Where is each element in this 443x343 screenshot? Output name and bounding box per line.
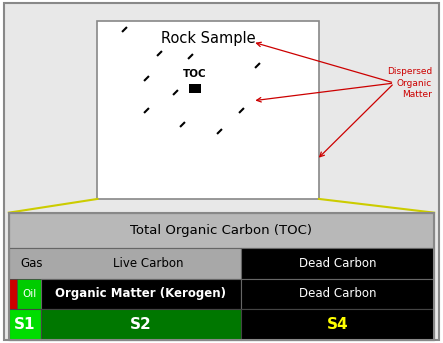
Text: S1: S1 xyxy=(14,317,36,332)
Text: TOC: TOC xyxy=(183,69,207,80)
Bar xyxy=(97,21,319,199)
Bar xyxy=(9,309,41,340)
Bar xyxy=(41,309,241,340)
Bar xyxy=(41,279,241,309)
Bar xyxy=(9,248,241,279)
Bar xyxy=(9,213,434,248)
Bar xyxy=(9,213,434,340)
Bar xyxy=(241,248,434,279)
Text: S4: S4 xyxy=(326,317,348,332)
Text: Organic Matter (Kerogen): Organic Matter (Kerogen) xyxy=(55,287,226,300)
Text: Total Organic Carbon (TOC): Total Organic Carbon (TOC) xyxy=(131,224,312,237)
Text: Oil: Oil xyxy=(22,289,36,299)
Bar xyxy=(241,309,434,340)
Bar xyxy=(189,84,201,93)
Bar xyxy=(241,279,434,309)
Text: Dead Carbon: Dead Carbon xyxy=(299,287,376,300)
Text: Gas: Gas xyxy=(20,257,43,270)
Text: S2: S2 xyxy=(130,317,152,332)
Text: Live Carbon: Live Carbon xyxy=(113,257,183,270)
Text: Rock Sample: Rock Sample xyxy=(161,31,256,46)
Text: Dispersed
Organic
Matter: Dispersed Organic Matter xyxy=(387,68,432,98)
Bar xyxy=(9,279,17,309)
Bar xyxy=(17,279,41,309)
Text: Dead Carbon: Dead Carbon xyxy=(299,257,376,270)
